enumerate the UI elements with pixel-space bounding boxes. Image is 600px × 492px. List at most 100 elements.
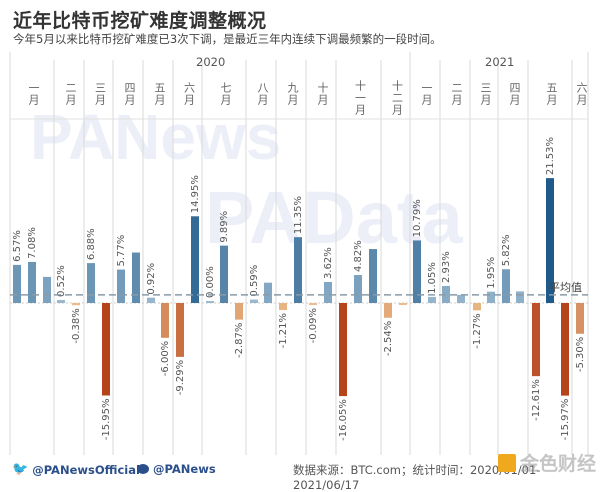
month-label: 四月: [508, 82, 521, 106]
month-label: 六月: [182, 82, 196, 106]
data-label: -9.29%: [175, 360, 186, 395]
average-label: 平均值: [549, 281, 582, 294]
bar: [473, 303, 481, 311]
bar: [516, 291, 524, 303]
data-label: 1.05%: [427, 262, 438, 294]
bar: [502, 269, 510, 303]
data-label: -0.09%: [308, 308, 319, 343]
data-label: 2.93%: [441, 251, 452, 283]
bar: [428, 296, 436, 303]
month-label: 三月: [93, 82, 107, 106]
data-label: -15.95%: [101, 399, 112, 441]
data-label: -5.30%: [575, 337, 586, 372]
bar: [546, 178, 554, 303]
bar: [413, 240, 421, 303]
data-label: 5.82%: [501, 234, 512, 266]
bar: [339, 303, 347, 397]
bar: [532, 303, 540, 377]
twitter-icon: 🐦: [12, 462, 29, 477]
data-label: 6.57%: [12, 230, 23, 262]
bar: [487, 291, 495, 303]
month-label: 一月: [27, 82, 40, 106]
data-label: 11.35%: [293, 196, 304, 234]
month-label: 十一月: [353, 80, 367, 116]
bar: [72, 303, 80, 306]
month-label: 十月: [316, 82, 329, 106]
bar: [132, 252, 140, 303]
data-label: 6.88%: [86, 228, 97, 260]
bar: [117, 269, 125, 303]
data-label: 0.92%: [146, 263, 157, 295]
bar: [294, 237, 302, 303]
corner-logo-text: 金色财经: [519, 453, 596, 475]
bar: [13, 264, 21, 303]
month-label: 六月: [575, 82, 588, 106]
data-label: 10.79%: [412, 199, 423, 237]
bar: [250, 299, 258, 303]
data-label: -15.97%: [560, 399, 571, 441]
bar: [309, 303, 317, 305]
month-label: 七月: [219, 82, 232, 106]
bar: [324, 282, 332, 303]
bar: [102, 303, 110, 396]
logo-mark-icon: [497, 453, 516, 472]
bar: [561, 303, 569, 396]
data-label: -2.54%: [383, 321, 394, 356]
month-label: 二月: [64, 82, 77, 106]
month-label: 十二月: [390, 80, 404, 116]
data-label: -16.05%: [338, 399, 349, 441]
bar: [264, 282, 272, 303]
data-label: 4.82%: [353, 240, 364, 272]
month-label: 二月: [450, 82, 463, 106]
bar: [220, 245, 228, 303]
data-label: 0.59%: [249, 265, 260, 297]
bar: [206, 301, 214, 303]
bar: [28, 261, 36, 303]
data-label: 5.77%: [116, 235, 127, 267]
year-label-2021: 2021: [485, 55, 515, 69]
bar: [354, 275, 362, 303]
bar: [191, 216, 199, 303]
month-label: 五月: [153, 82, 166, 106]
bar: [279, 303, 287, 311]
bar: [147, 297, 155, 303]
chart-subtitle: 今年5月以来比特币挖矿难度已3次下调，是最近三年内连续下调最频繁的一段时间。: [13, 32, 442, 46]
weibo-icon: [137, 464, 149, 474]
bar: [369, 249, 377, 303]
bar: [457, 294, 465, 303]
bar: [384, 303, 392, 318]
corner-logo: 金色财经: [497, 449, 596, 476]
weibo-handle[interactable]: @PANews: [137, 462, 216, 476]
weibo-handle-text: @PANews: [153, 462, 216, 476]
month-label: 五月: [545, 82, 558, 106]
bar: [161, 303, 169, 338]
data-label: 7.08%: [27, 227, 38, 259]
data-label: 14.95%: [190, 175, 201, 213]
data-label: -0.38%: [71, 308, 82, 343]
data-label: 0.52%: [56, 265, 67, 297]
month-label: 三月: [479, 82, 492, 106]
bar: [176, 303, 184, 357]
data-label: -6.00%: [160, 341, 171, 376]
data-label: 21.53%: [545, 137, 556, 175]
twitter-handle-text: @PANewsOfficial: [32, 462, 140, 477]
data-label: 1.95%: [486, 257, 497, 289]
bar-chart: 6.57% 7.08% 0.52% -0.38% 6.88% -15.95% 5.77% 0.…: [9, 52, 589, 455]
data-label: 0.00%: [205, 266, 216, 298]
twitter-handle[interactable]: 🐦 @PANewsOfficial: [12, 462, 140, 477]
data-label: -2.87%: [234, 323, 245, 358]
bar: [576, 303, 584, 334]
bar: [87, 263, 95, 303]
data-label: -1.27%: [472, 313, 483, 348]
month-label: 八月: [256, 82, 269, 106]
bar: [57, 299, 65, 303]
chart-title: 近年比特币挖矿难度调整概况: [13, 10, 267, 32]
data-label: -1.21%: [278, 313, 289, 348]
month-label: 四月: [123, 82, 136, 106]
bar: [43, 276, 51, 303]
bar: [399, 303, 407, 305]
month-label: 一月: [420, 82, 433, 106]
data-label: 9.89%: [219, 211, 230, 243]
month-label: 九月: [286, 82, 299, 106]
data-label: 3.62%: [323, 247, 334, 279]
